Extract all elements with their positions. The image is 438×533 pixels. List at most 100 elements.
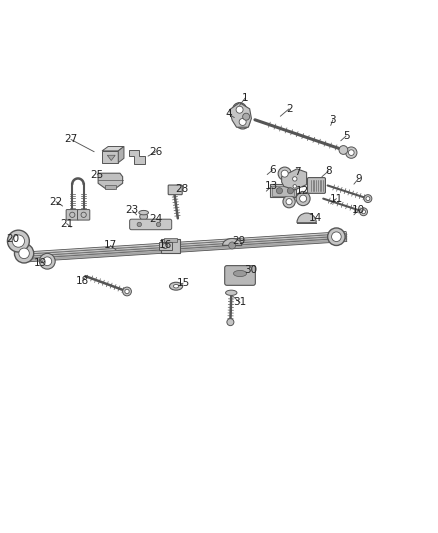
- Text: 13: 13: [265, 181, 278, 191]
- Circle shape: [339, 146, 348, 155]
- Text: 6: 6: [269, 165, 276, 175]
- Circle shape: [229, 242, 236, 249]
- Circle shape: [12, 235, 25, 247]
- Bar: [105, 184, 116, 189]
- Text: 1: 1: [242, 93, 249, 103]
- Circle shape: [156, 222, 161, 227]
- Circle shape: [296, 191, 310, 206]
- FancyBboxPatch shape: [168, 185, 182, 195]
- Text: 24: 24: [149, 214, 162, 224]
- Polygon shape: [129, 150, 145, 165]
- Circle shape: [291, 183, 298, 190]
- Circle shape: [7, 230, 29, 252]
- Polygon shape: [230, 103, 251, 127]
- Circle shape: [278, 167, 291, 180]
- Text: 18: 18: [76, 276, 89, 286]
- Polygon shape: [102, 151, 118, 163]
- Text: 12: 12: [296, 186, 309, 196]
- Text: 20: 20: [7, 235, 20, 244]
- Circle shape: [239, 118, 246, 125]
- Circle shape: [276, 188, 283, 194]
- Text: 21: 21: [60, 219, 73, 229]
- Circle shape: [332, 232, 341, 241]
- Bar: [272, 186, 294, 196]
- FancyBboxPatch shape: [78, 209, 90, 220]
- Circle shape: [16, 238, 21, 244]
- Circle shape: [290, 174, 299, 183]
- Circle shape: [286, 199, 292, 205]
- Text: 29: 29: [232, 236, 245, 246]
- Ellipse shape: [226, 290, 237, 295]
- Circle shape: [39, 253, 55, 269]
- Circle shape: [227, 319, 234, 326]
- Polygon shape: [118, 147, 124, 163]
- Ellipse shape: [139, 211, 148, 215]
- FancyBboxPatch shape: [225, 265, 255, 285]
- Text: 16: 16: [159, 240, 172, 251]
- Ellipse shape: [173, 285, 179, 288]
- Circle shape: [293, 177, 297, 181]
- Bar: [164, 238, 177, 243]
- FancyBboxPatch shape: [130, 219, 172, 230]
- Ellipse shape: [233, 270, 247, 277]
- Circle shape: [293, 184, 297, 188]
- Ellipse shape: [170, 282, 183, 290]
- Circle shape: [14, 244, 34, 263]
- Circle shape: [233, 103, 247, 117]
- Circle shape: [125, 289, 129, 294]
- Text: 30: 30: [244, 265, 257, 275]
- Polygon shape: [102, 147, 124, 151]
- Text: 4: 4: [225, 109, 232, 119]
- Text: 10: 10: [352, 205, 365, 215]
- Text: 14: 14: [309, 213, 322, 223]
- Circle shape: [283, 196, 295, 208]
- Text: 2: 2: [286, 104, 293, 114]
- Circle shape: [364, 195, 372, 203]
- Text: 28: 28: [175, 183, 188, 193]
- Bar: [159, 242, 172, 250]
- Circle shape: [281, 170, 288, 177]
- FancyBboxPatch shape: [307, 177, 325, 193]
- Polygon shape: [107, 155, 115, 160]
- Bar: [161, 239, 180, 253]
- Text: 5: 5: [343, 131, 350, 141]
- Circle shape: [346, 147, 357, 158]
- Text: 8: 8: [325, 166, 332, 176]
- Text: 26: 26: [149, 147, 162, 157]
- Polygon shape: [223, 238, 242, 246]
- Circle shape: [123, 287, 131, 296]
- Circle shape: [300, 195, 307, 202]
- Text: 31: 31: [233, 297, 247, 308]
- Circle shape: [287, 188, 293, 194]
- Circle shape: [19, 248, 29, 259]
- Text: 9: 9: [355, 174, 362, 184]
- Polygon shape: [23, 238, 347, 262]
- Text: 19: 19: [34, 258, 47, 268]
- Circle shape: [137, 222, 141, 227]
- Text: 7: 7: [293, 167, 300, 177]
- Text: 23: 23: [126, 205, 139, 215]
- Circle shape: [236, 106, 243, 113]
- Circle shape: [362, 210, 365, 214]
- Circle shape: [236, 115, 250, 129]
- Polygon shape: [98, 173, 123, 189]
- Text: 17: 17: [104, 240, 117, 251]
- Circle shape: [43, 257, 52, 265]
- Circle shape: [348, 150, 354, 156]
- Text: 25: 25: [91, 169, 104, 180]
- Ellipse shape: [140, 213, 148, 220]
- Text: 15: 15: [177, 278, 190, 288]
- Polygon shape: [282, 169, 307, 190]
- Polygon shape: [23, 236, 347, 260]
- Bar: [270, 184, 296, 197]
- Circle shape: [328, 228, 345, 246]
- Text: 11: 11: [330, 193, 343, 204]
- Text: 27: 27: [64, 134, 78, 144]
- Text: 3: 3: [329, 115, 336, 125]
- Text: 22: 22: [49, 197, 63, 207]
- Polygon shape: [23, 231, 347, 255]
- Wedge shape: [297, 213, 316, 223]
- Circle shape: [366, 197, 370, 200]
- FancyBboxPatch shape: [66, 209, 78, 220]
- Polygon shape: [23, 233, 347, 258]
